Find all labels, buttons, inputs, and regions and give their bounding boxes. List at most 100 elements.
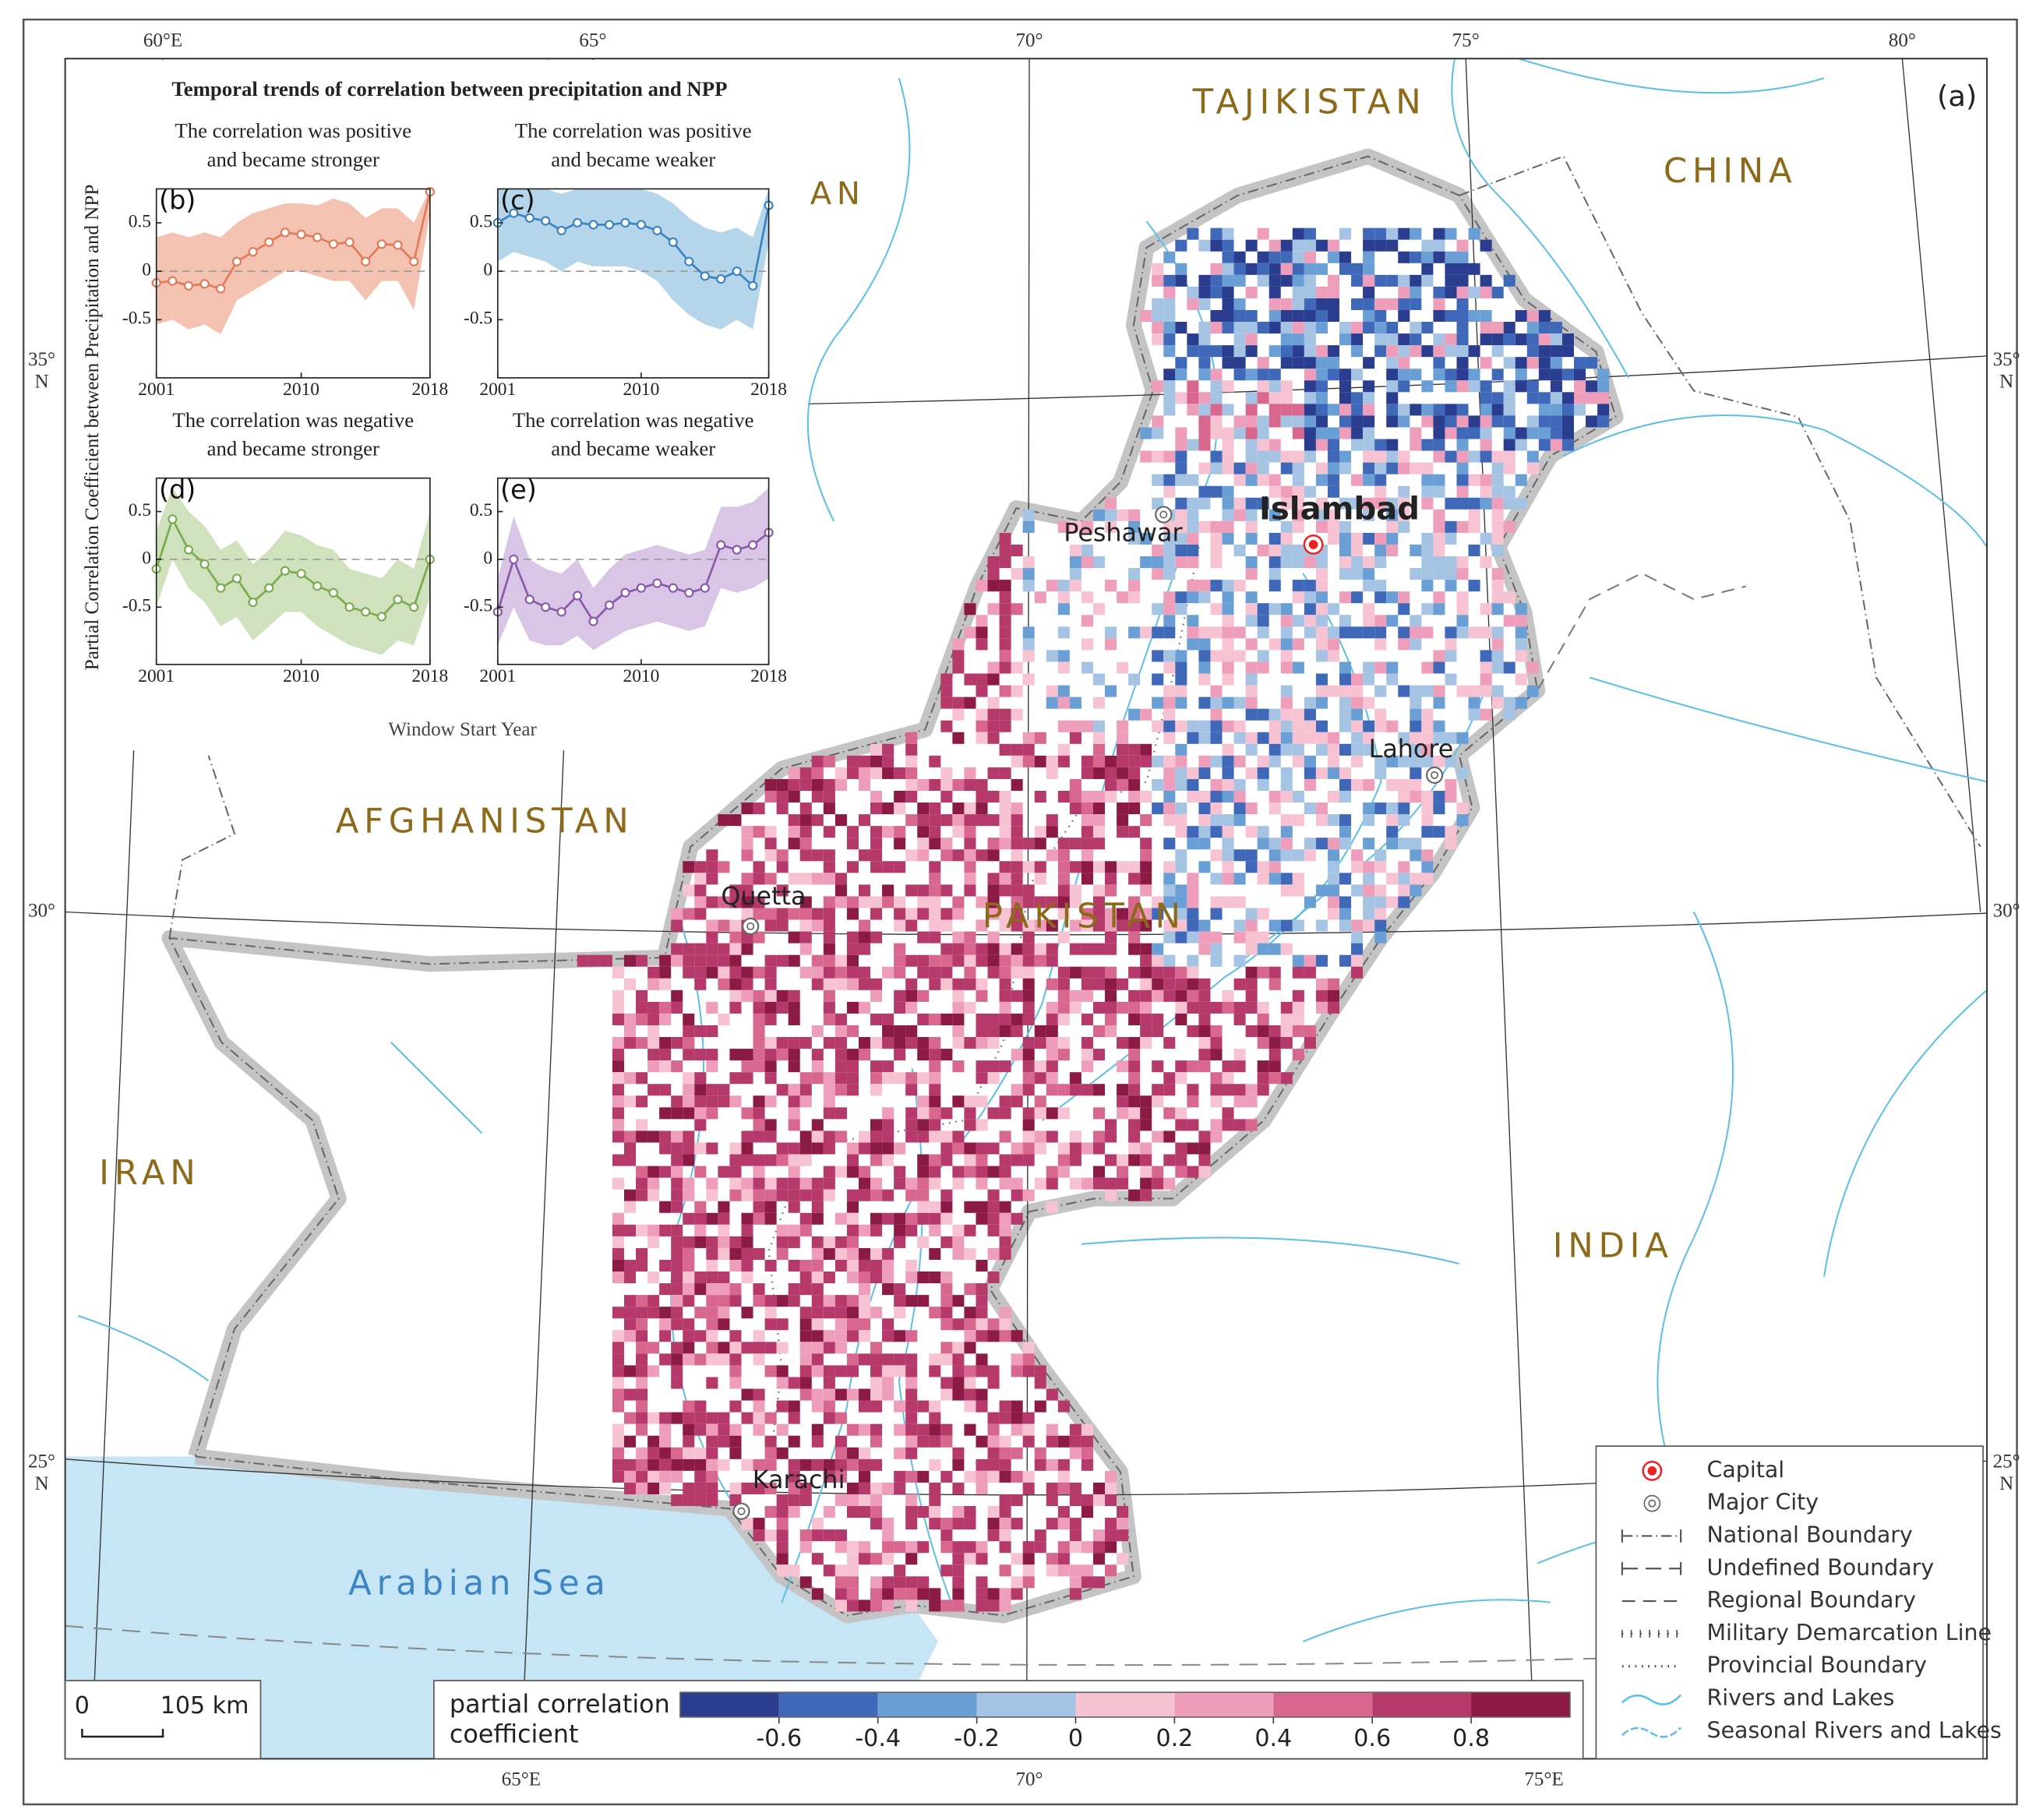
- raster-cell: [718, 1084, 730, 1096]
- raster-cell: [1292, 989, 1304, 1002]
- raster-cell: [1315, 427, 1328, 439]
- raster-cell: [1339, 450, 1352, 463]
- raster-cell: [929, 1482, 941, 1494]
- raster-cell: [1421, 814, 1434, 827]
- raster-cell: [952, 1388, 965, 1401]
- raster-cell: [1092, 720, 1106, 732]
- raster-cell: [1222, 896, 1234, 908]
- raster-cell: [1421, 603, 1434, 615]
- raster-cell: [987, 697, 1000, 709]
- raster-cell: [811, 1342, 824, 1354]
- raster-cell: [1233, 778, 1246, 791]
- raster-cell: [753, 1001, 765, 1014]
- raster-cell: [1351, 931, 1364, 944]
- raster-cell: [729, 814, 742, 827]
- raster-cell: [1515, 615, 1527, 627]
- raster-cell: [1187, 298, 1199, 310]
- latitude-label: N: [34, 1473, 48, 1494]
- raster-cell: [1233, 931, 1246, 944]
- raster-cell: [659, 1435, 672, 1448]
- raster-cell: [1398, 357, 1410, 369]
- raster-cell: [1257, 263, 1269, 275]
- raster-cell: [729, 1001, 742, 1014]
- raster-cell: [1187, 931, 1199, 944]
- raster-cell: [1222, 532, 1234, 545]
- raster-cell: [694, 1330, 707, 1342]
- raster-cell: [1081, 556, 1093, 569]
- raster-cell: [1210, 826, 1223, 838]
- raster-cell: [1034, 591, 1046, 604]
- raster-cell: [882, 896, 894, 908]
- raster-cell: [753, 989, 765, 1002]
- raster-cell: [1327, 685, 1340, 697]
- panel-title: The correlation was negative: [172, 408, 414, 432]
- raster-cell: [952, 826, 965, 838]
- raster-cell: [1526, 450, 1539, 463]
- raster-cell: [1046, 1025, 1058, 1038]
- raster-cell: [1046, 1564, 1058, 1577]
- raster-cell: [823, 802, 835, 815]
- raster-cell: [1057, 1166, 1070, 1178]
- raster-cell: [894, 826, 906, 838]
- x-tick-label: 2018: [750, 666, 787, 686]
- raster-cell: [1526, 309, 1539, 323]
- data-point: [684, 256, 694, 266]
- raster-cell: [1222, 227, 1234, 240]
- raster-cell: [976, 1119, 988, 1131]
- raster-cell: [741, 1388, 753, 1401]
- raster-cell: [1011, 896, 1023, 908]
- raster-cell: [1480, 357, 1492, 369]
- raster-cell: [1398, 251, 1410, 263]
- raster-cell: [1573, 357, 1586, 369]
- raster-cell: [952, 1001, 965, 1014]
- raster-cell: [776, 919, 789, 932]
- raster-cell: [976, 1072, 988, 1085]
- raster-cell: [1315, 1001, 1328, 1014]
- raster-cell: [987, 1518, 1000, 1530]
- raster-cell: [1069, 1576, 1081, 1589]
- raster-cell: [1374, 708, 1387, 721]
- country-label: IRAN: [99, 1154, 200, 1193]
- raster-cell: [694, 1025, 707, 1038]
- raster-cell: [1210, 450, 1223, 463]
- raster-cell: [1410, 697, 1422, 709]
- raster-cell: [894, 919, 906, 932]
- raster-cell: [834, 1529, 847, 1542]
- raster-cell: [1198, 357, 1211, 369]
- raster-cell: [846, 1060, 859, 1073]
- raster-cell: [846, 1166, 859, 1178]
- raster-cell: [1433, 415, 1445, 428]
- raster-cell: [1163, 778, 1176, 791]
- raster-cell: [1163, 767, 1176, 779]
- raster-cell: [964, 814, 976, 827]
- raster-cell: [1468, 685, 1480, 697]
- raster-cell: [1410, 544, 1422, 557]
- raster-cell: [799, 1330, 812, 1342]
- raster-cell: [694, 1212, 707, 1225]
- raster-cell: [1140, 954, 1152, 967]
- raster-cell: [623, 1142, 637, 1155]
- raster-cell: [1245, 369, 1258, 381]
- raster-cell: [952, 1353, 965, 1366]
- raster-cell: [1081, 1576, 1093, 1589]
- longitude-label: 65°: [579, 30, 606, 51]
- raster-cell: [1491, 333, 1504, 346]
- raster-cell: [905, 1435, 918, 1448]
- raster-cell: [1175, 673, 1187, 686]
- raster-cell: [694, 1084, 707, 1096]
- raster-cell: [718, 1318, 730, 1331]
- raster-cell: [1152, 415, 1164, 428]
- raster-cell: [718, 1458, 730, 1471]
- raster-cell: [1092, 1025, 1106, 1038]
- raster-cell: [636, 1247, 648, 1260]
- raster-cell: [952, 1506, 965, 1518]
- raster-cell: [1280, 380, 1293, 393]
- country-label: AFGHANISTAN: [336, 802, 634, 841]
- raster-cell: [636, 1224, 648, 1236]
- raster-cell: [1257, 767, 1269, 779]
- raster-cell: [940, 838, 953, 850]
- raster-cell: [1257, 966, 1269, 979]
- raster-cell: [1092, 1177, 1106, 1190]
- raster-cell: [940, 1295, 953, 1307]
- raster-cell: [1363, 263, 1375, 275]
